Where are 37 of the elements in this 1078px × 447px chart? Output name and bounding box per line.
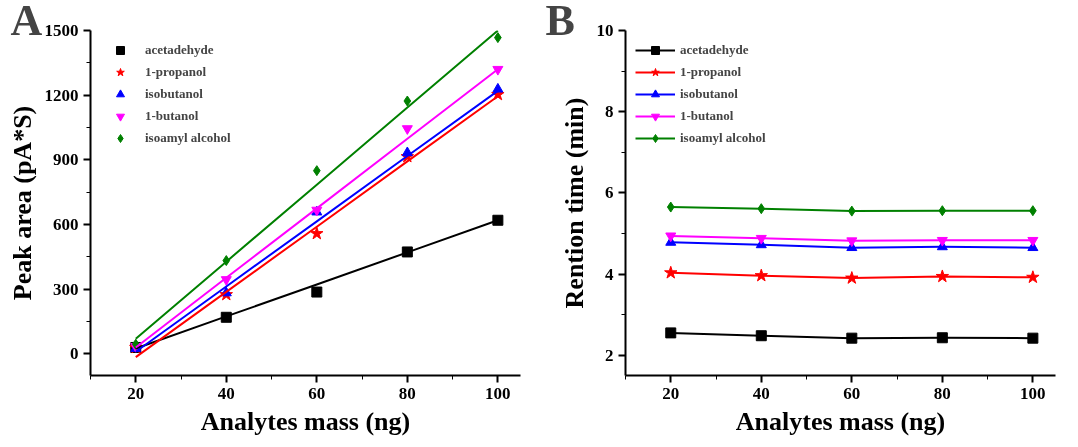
y-axis-title: Peak area (pA*S)	[7, 105, 37, 301]
y-tick-label: 0	[70, 344, 79, 364]
y-tick-label: 300	[53, 279, 79, 299]
y-tick-label: 900	[53, 150, 79, 170]
x-tick-label: 60	[308, 383, 326, 403]
x-tick-label: 40	[752, 383, 770, 403]
x-tick-label: 40	[217, 383, 235, 403]
x-tick-label: 60	[843, 383, 861, 403]
legend-label: isoamyl alcohol	[145, 130, 231, 146]
legend-label: isobutanol	[680, 86, 738, 102]
legend-label: acetadehyde	[680, 42, 749, 58]
y-axis-title: Rention time (min)	[559, 97, 589, 309]
x-axis-title: Analytes mass (ng)	[735, 406, 946, 436]
legend-label: 1-butanol	[680, 108, 734, 124]
x-axis-title: Analytes mass (ng)	[200, 406, 411, 436]
x-tick-label: 20	[662, 383, 680, 403]
x-tick-label: 100	[1020, 383, 1046, 403]
legend-label: isoamyl alcohol	[680, 130, 766, 146]
legend-label: 1-propanol	[145, 64, 207, 80]
chart-title: B	[545, 0, 575, 45]
legend-label: 1-propanol	[680, 64, 742, 80]
legend-label: 1-butanol	[145, 108, 199, 124]
x-tick-label: 80	[398, 383, 416, 403]
y-tick-label: 1500	[44, 21, 79, 40]
y-tick-label: 1200	[44, 85, 79, 105]
chart-title: A	[10, 0, 43, 45]
y-tick-label: 8	[605, 102, 614, 122]
y-tick-label: 600	[53, 215, 79, 235]
y-tick-label: 6	[605, 183, 614, 203]
legend-label: acetadehyde	[145, 42, 214, 58]
x-tick-label: 100	[485, 383, 511, 403]
x-tick-label: 20	[127, 383, 145, 403]
x-tick-label: 80	[933, 383, 951, 403]
y-tick-label: 4	[605, 264, 614, 284]
legend-label: isobutanol	[145, 86, 203, 102]
y-tick-label: 10	[596, 21, 614, 40]
y-tick-label: 2	[605, 345, 614, 365]
